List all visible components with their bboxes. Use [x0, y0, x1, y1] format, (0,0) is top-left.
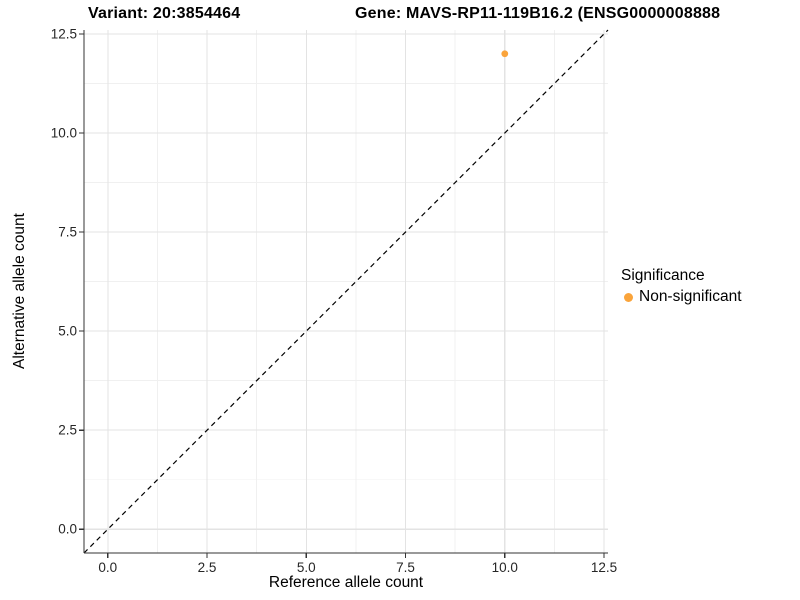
y-tick-label: 5.0	[58, 324, 77, 339]
x-tick-label: 10.0	[492, 560, 518, 575]
identity-line	[83, 29, 609, 554]
y-tick-label: 2.5	[58, 423, 77, 438]
y-axis-title: Alternative allele count	[11, 213, 28, 369]
legend: Significance Non-significant	[621, 266, 742, 306]
legend-item: Non-significant	[621, 288, 742, 306]
x-tick-label: 5.0	[297, 560, 316, 575]
legend-item-label: Non-significant	[639, 288, 742, 305]
x-tick-label: 12.5	[591, 560, 617, 575]
x-tick-label: 2.5	[198, 560, 217, 575]
plot-title-gene: Gene: MAVS-RP11-119B16.2 (ENSG0000008888	[355, 5, 721, 22]
data-point	[501, 50, 509, 58]
x-axis-title: Reference allele count	[268, 574, 424, 591]
legend-point-icon	[624, 292, 633, 302]
x-tick-label: 0.0	[98, 560, 117, 575]
x-tick-label: 7.5	[396, 560, 415, 575]
y-tick-label: 10.0	[51, 126, 77, 141]
y-tick-label: 7.5	[58, 225, 77, 240]
plot-title-variant: Variant: 20:3854464	[88, 5, 241, 22]
legend-title: Significance	[621, 267, 705, 284]
y-tick-label: 0.0	[58, 522, 77, 537]
y-tick-label: 12.5	[51, 26, 77, 41]
